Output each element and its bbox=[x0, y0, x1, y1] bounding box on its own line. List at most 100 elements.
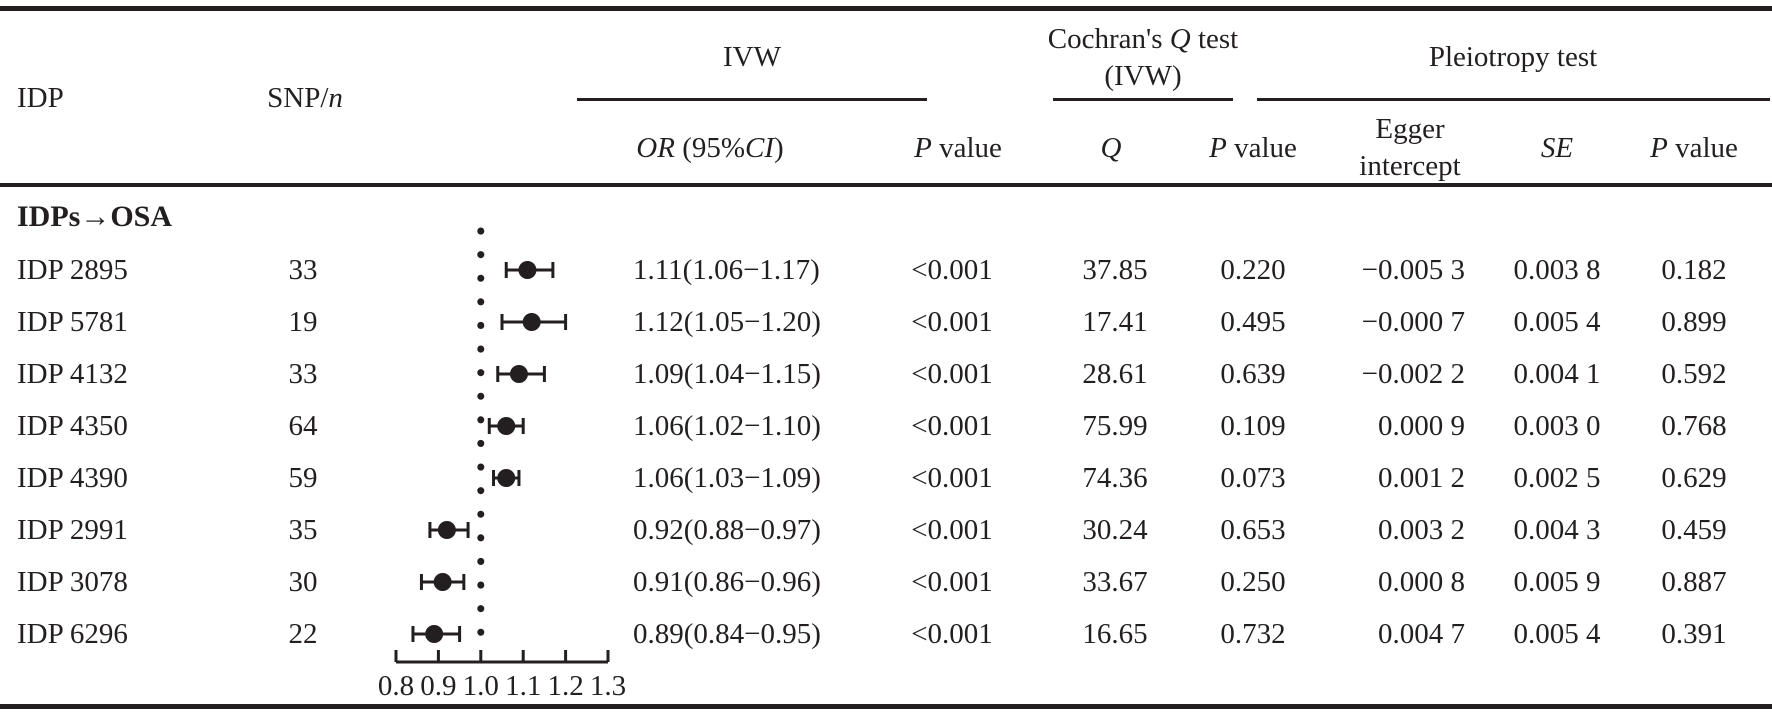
snp-count-cell: 33 bbox=[288, 254, 318, 286]
p-value-cochran-cell: 0.732 bbox=[1220, 618, 1286, 650]
or-ci-cell: 0.89(0.84−0.95) bbox=[633, 618, 821, 650]
idp-cell: IDP 3078 bbox=[17, 566, 128, 598]
p-value-pleiotropy-cell: 0.887 bbox=[1661, 566, 1727, 598]
egger-intercept-cell: −0.000 7 bbox=[1361, 306, 1465, 338]
or-ci-cell: 1.09(1.04−1.15) bbox=[633, 358, 821, 390]
or-ci-cell: 1.12(1.05−1.20) bbox=[633, 306, 821, 338]
column-header-q: Q bbox=[1100, 132, 1122, 164]
se-cell: 0.003 8 bbox=[1513, 254, 1601, 286]
or-ci-cell: 0.92(0.88−0.97) bbox=[633, 514, 821, 546]
idp-cell: IDP 5781 bbox=[17, 306, 128, 338]
snp-count-cell: 19 bbox=[288, 306, 318, 338]
cochran-q-cell: 16.65 bbox=[1082, 618, 1148, 650]
column-header-or-ci: OR (95%CI) bbox=[636, 132, 784, 164]
section-header-idps-osa: IDPs→OSA bbox=[17, 200, 173, 233]
cochran-q-cell: 37.85 bbox=[1082, 254, 1148, 286]
p-value-pleiotropy-cell: 0.459 bbox=[1661, 514, 1727, 546]
p-value-ivw-cell: <0.001 bbox=[911, 514, 993, 546]
or-ci-cell: 1.06(1.03−1.09) bbox=[633, 462, 821, 494]
pleiotropy-group-underline bbox=[1257, 98, 1770, 101]
cochran-q-cell: 30.24 bbox=[1082, 514, 1148, 546]
cochran-q-cell: 28.61 bbox=[1082, 358, 1148, 390]
p-value-cochran-cell: 0.653 bbox=[1220, 514, 1286, 546]
x-axis-tick-label: 0.8 bbox=[378, 670, 414, 702]
idp-cell: IDP 4390 bbox=[17, 462, 128, 494]
or-ci-cell: 0.91(0.86−0.96) bbox=[633, 566, 821, 598]
table-row: IDP 5781 19 1.12(1.05−1.20) <0.001 17.41 0.49… bbox=[0, 302, 1772, 342]
p-value-cochran-cell: 0.639 bbox=[1220, 358, 1286, 390]
p-value-cochran-cell: 0.073 bbox=[1220, 462, 1286, 494]
se-cell: 0.002 5 bbox=[1513, 462, 1601, 494]
cochran-q-cell: 75.99 bbox=[1082, 410, 1148, 442]
se-cell: 0.005 9 bbox=[1513, 566, 1601, 598]
x-axis-tick-label: 1.0 bbox=[463, 670, 499, 702]
column-header-se: SE bbox=[1540, 132, 1574, 164]
column-header-p-ivw: P value bbox=[914, 132, 1002, 164]
egger-intercept-cell: −0.005 3 bbox=[1361, 254, 1465, 286]
egger-intercept-cell: 0.000 8 bbox=[1378, 566, 1465, 598]
table-row: IDP 4390 59 1.06(1.03−1.09) <0.001 74.36 0.07… bbox=[0, 458, 1772, 498]
snp-count-cell: 33 bbox=[288, 358, 318, 390]
or-ci-cell: 1.06(1.02−1.10) bbox=[633, 410, 821, 442]
se-cell: 0.004 3 bbox=[1513, 514, 1601, 546]
table-row: IDP 2895 33 1.11(1.06−1.17) <0.001 37.85 0.22… bbox=[0, 250, 1772, 290]
cochran-q-cell: 17.41 bbox=[1082, 306, 1148, 338]
p-value-cochran-cell: 0.220 bbox=[1220, 254, 1286, 286]
table-row: IDP 4350 64 1.06(1.02−1.10) <0.001 75.99 0.10… bbox=[0, 406, 1772, 446]
group-header-ivw: IVW bbox=[723, 41, 781, 73]
se-cell: 0.005 4 bbox=[1513, 306, 1601, 338]
snp-count-cell: 35 bbox=[288, 514, 318, 546]
ivw-group-underline bbox=[577, 98, 927, 101]
x-axis-tick-label: 1.1 bbox=[505, 670, 541, 702]
p-value-pleiotropy-cell: 0.182 bbox=[1661, 254, 1727, 286]
column-header-p-pleiotropy: P value bbox=[1650, 132, 1738, 164]
p-value-pleiotropy-cell: 0.391 bbox=[1661, 618, 1727, 650]
p-value-ivw-cell: <0.001 bbox=[911, 566, 993, 598]
snp-count-cell: 64 bbox=[288, 410, 318, 442]
p-value-ivw-cell: <0.001 bbox=[911, 254, 993, 286]
egger-intercept-cell: 0.000 9 bbox=[1378, 410, 1465, 442]
egger-intercept-cell: −0.002 2 bbox=[1361, 358, 1465, 390]
idp-cell: IDP 2895 bbox=[17, 254, 128, 286]
cochran-group-underline bbox=[1053, 98, 1233, 101]
idp-cell: IDP 4350 bbox=[17, 410, 128, 442]
snp-count-cell: 59 bbox=[288, 462, 318, 494]
p-value-ivw-cell: <0.001 bbox=[911, 358, 993, 390]
idp-cell: IDP 4132 bbox=[17, 358, 128, 390]
p-value-ivw-cell: <0.001 bbox=[911, 306, 993, 338]
p-value-pleiotropy-cell: 0.899 bbox=[1661, 306, 1727, 338]
cochran-q-cell: 74.36 bbox=[1082, 462, 1148, 494]
idp-cell: IDP 6296 bbox=[17, 618, 128, 650]
group-header-pleiotropy: Pleiotropy test bbox=[1428, 41, 1598, 73]
p-value-pleiotropy-cell: 0.592 bbox=[1661, 358, 1727, 390]
p-value-ivw-cell: <0.001 bbox=[911, 462, 993, 494]
p-value-ivw-cell: <0.001 bbox=[911, 410, 993, 442]
p-value-pleiotropy-cell: 0.768 bbox=[1661, 410, 1727, 442]
column-header-egger-intercept: Egger intercept bbox=[1359, 113, 1461, 182]
se-cell: 0.005 4 bbox=[1513, 618, 1601, 650]
table-row: IDP 2991 35 0.92(0.88−0.97) <0.001 30.24 0.65… bbox=[0, 510, 1772, 550]
header-bottom-border bbox=[0, 183, 1772, 187]
p-value-cochran-cell: 0.109 bbox=[1220, 410, 1286, 442]
se-cell: 0.003 0 bbox=[1513, 410, 1601, 442]
or-ci-cell: 1.11(1.06−1.17) bbox=[633, 254, 820, 286]
table-top-border bbox=[0, 6, 1772, 11]
snp-count-cell: 30 bbox=[288, 566, 318, 598]
x-axis-tick-label: 0.9 bbox=[420, 670, 456, 702]
table-row: IDP 4132 33 1.09(1.04−1.15) <0.001 28.61 0.63… bbox=[0, 354, 1772, 394]
snp-count-cell: 22 bbox=[288, 618, 318, 650]
egger-intercept-cell: 0.001 2 bbox=[1378, 462, 1465, 494]
column-header-idp: IDP bbox=[17, 82, 64, 114]
column-header-snp: SNP/n bbox=[267, 82, 343, 114]
x-axis-tick-label: 1.2 bbox=[547, 670, 583, 702]
table-bottom-border bbox=[0, 704, 1772, 709]
idp-cell: IDP 2991 bbox=[17, 514, 128, 546]
x-axis-tick-label: 1.3 bbox=[590, 670, 626, 702]
column-header-p-cochran: P value bbox=[1209, 132, 1297, 164]
group-header-cochran: Cochran's Q test (IVW) bbox=[1047, 23, 1239, 92]
egger-intercept-cell: 0.003 2 bbox=[1378, 514, 1465, 546]
table-row: IDP 3078 30 0.91(0.86−0.96) <0.001 33.67 0.25… bbox=[0, 562, 1772, 602]
p-value-cochran-cell: 0.495 bbox=[1220, 306, 1286, 338]
p-value-cochran-cell: 0.250 bbox=[1220, 566, 1286, 598]
